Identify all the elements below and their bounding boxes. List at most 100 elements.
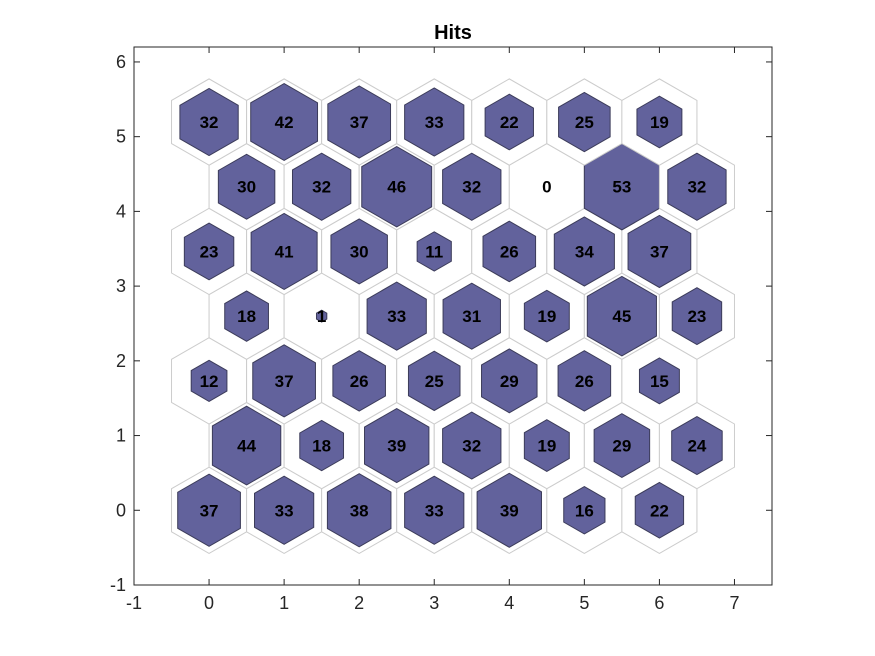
hit-hexagon [558,91,611,153]
x-tick-label: 6 [654,593,664,613]
y-tick-label: 6 [116,52,126,72]
hit-count-label: 19 [537,437,556,456]
hit-hexagon [404,475,465,545]
hit-hexagon [634,481,685,539]
hit-hexagon [332,350,386,412]
y-tick-label: 5 [116,127,126,147]
hit-count-label: 19 [537,307,556,326]
hit-hexagon [217,153,276,220]
hit-hexagon [250,212,318,290]
hit-hexagon [252,344,316,418]
hit-count-label: 44 [237,437,256,456]
hit-count-label: 22 [500,113,519,132]
hit-count-label: 53 [612,178,631,197]
hit-hexagon [190,359,228,402]
hex-cell: 15 [621,337,698,425]
hex-cell: 39 [471,466,548,554]
hex-cell: 37 [621,207,698,296]
hex-cell: 33 [396,78,473,166]
hit-hexagon [416,231,452,272]
hit-hexagon [366,281,427,351]
hit-hexagon [442,282,501,350]
hex-cell: 29 [471,337,548,425]
hit-count-label: 37 [200,501,219,520]
hit-count-label: 46 [387,178,406,197]
hit-count-label: 30 [237,178,256,197]
hex-cell: 46 [358,143,435,231]
y-tick-label: 1 [116,426,126,446]
hit-count-label: 39 [500,501,519,520]
hex-cell: 33 [358,272,435,360]
hex-cell: 42 [246,78,323,166]
hit-count-label: 32 [312,178,331,197]
hex-cell: 24 [658,401,735,490]
hit-count-label: 33 [275,501,294,520]
hex-cell: 44 [208,401,285,490]
hit-hexagon [299,419,345,472]
hit-count-label: 30 [350,242,369,261]
hit-hexagon [481,348,538,414]
hex-cell: 32 [658,143,735,231]
hex-cell: 41 [246,207,323,296]
hit-hexagon [638,357,680,405]
hex-cell: 19 [508,272,585,360]
y-tick-label: 4 [116,201,126,221]
hit-count-label: 1 [317,307,326,326]
hex-cell: 32 [283,143,360,231]
hit-count-label: 33 [425,501,444,520]
hit-hexagon [667,152,727,221]
hex-cell: 33 [396,466,473,554]
hex-cell: 39 [358,401,435,490]
hit-hexagon [671,287,723,346]
hit-count-label: 16 [575,501,594,520]
y-tick-label: 2 [116,351,126,371]
hit-count-label: 29 [612,437,631,456]
chart-title: Hits [434,22,472,44]
hit-hexagon [330,218,388,285]
hex-grid: 37 33 38 33 39 16 22 44 18 39 32 19 29 24 12 37 26 25 29 26… [171,78,735,554]
hit-hexagon [407,350,461,412]
hit-count-label: 19 [650,113,669,132]
hit-count-label: 0 [542,178,551,197]
hit-hexagon [177,473,241,547]
hex-cell: 29 [583,401,660,490]
hit-count-label: 32 [200,113,219,132]
hex-cell: 30 [208,143,285,231]
hit-count-label: 33 [425,113,444,132]
hex-cell: 26 [546,337,623,425]
hit-count-label: 29 [500,372,519,391]
hit-count-label: 23 [200,242,219,261]
hit-count-label: 26 [350,372,369,391]
hit-hexagon [315,309,328,323]
x-tick-label: 5 [579,593,589,613]
hex-cell: 18 [283,401,360,490]
hex-cell: 23 [171,207,248,296]
hit-hexagon [361,145,433,228]
hit-count-label: 23 [687,307,706,326]
hit-hexagon [250,83,319,162]
hex-cell: 12 [171,337,248,425]
y-tick-label: 3 [116,276,126,296]
hex-cell: 26 [321,337,398,425]
x-tick-label: 1 [279,593,289,613]
hex-cell: 22 [621,466,698,554]
hit-count-label: 24 [687,437,706,456]
hit-hexagon [404,87,465,157]
hex-cell: 16 [546,466,623,554]
hit-count-label: 37 [650,242,669,261]
y-tick-label: -1 [110,575,126,595]
hit-count-label: 39 [387,437,406,456]
hit-hexagon [484,93,534,151]
hit-hexagon [327,85,392,159]
hit-count-label: 31 [462,307,481,326]
hit-hexagon [563,485,606,535]
hit-hexagon [183,222,235,281]
hit-count-label: 37 [350,113,369,132]
hit-count-label: 32 [462,437,481,456]
hex-cell: 32 [171,78,248,166]
hit-count-label: 45 [612,307,631,326]
hex-cell: 11 [396,207,473,296]
x-tick-label: -1 [126,593,142,613]
